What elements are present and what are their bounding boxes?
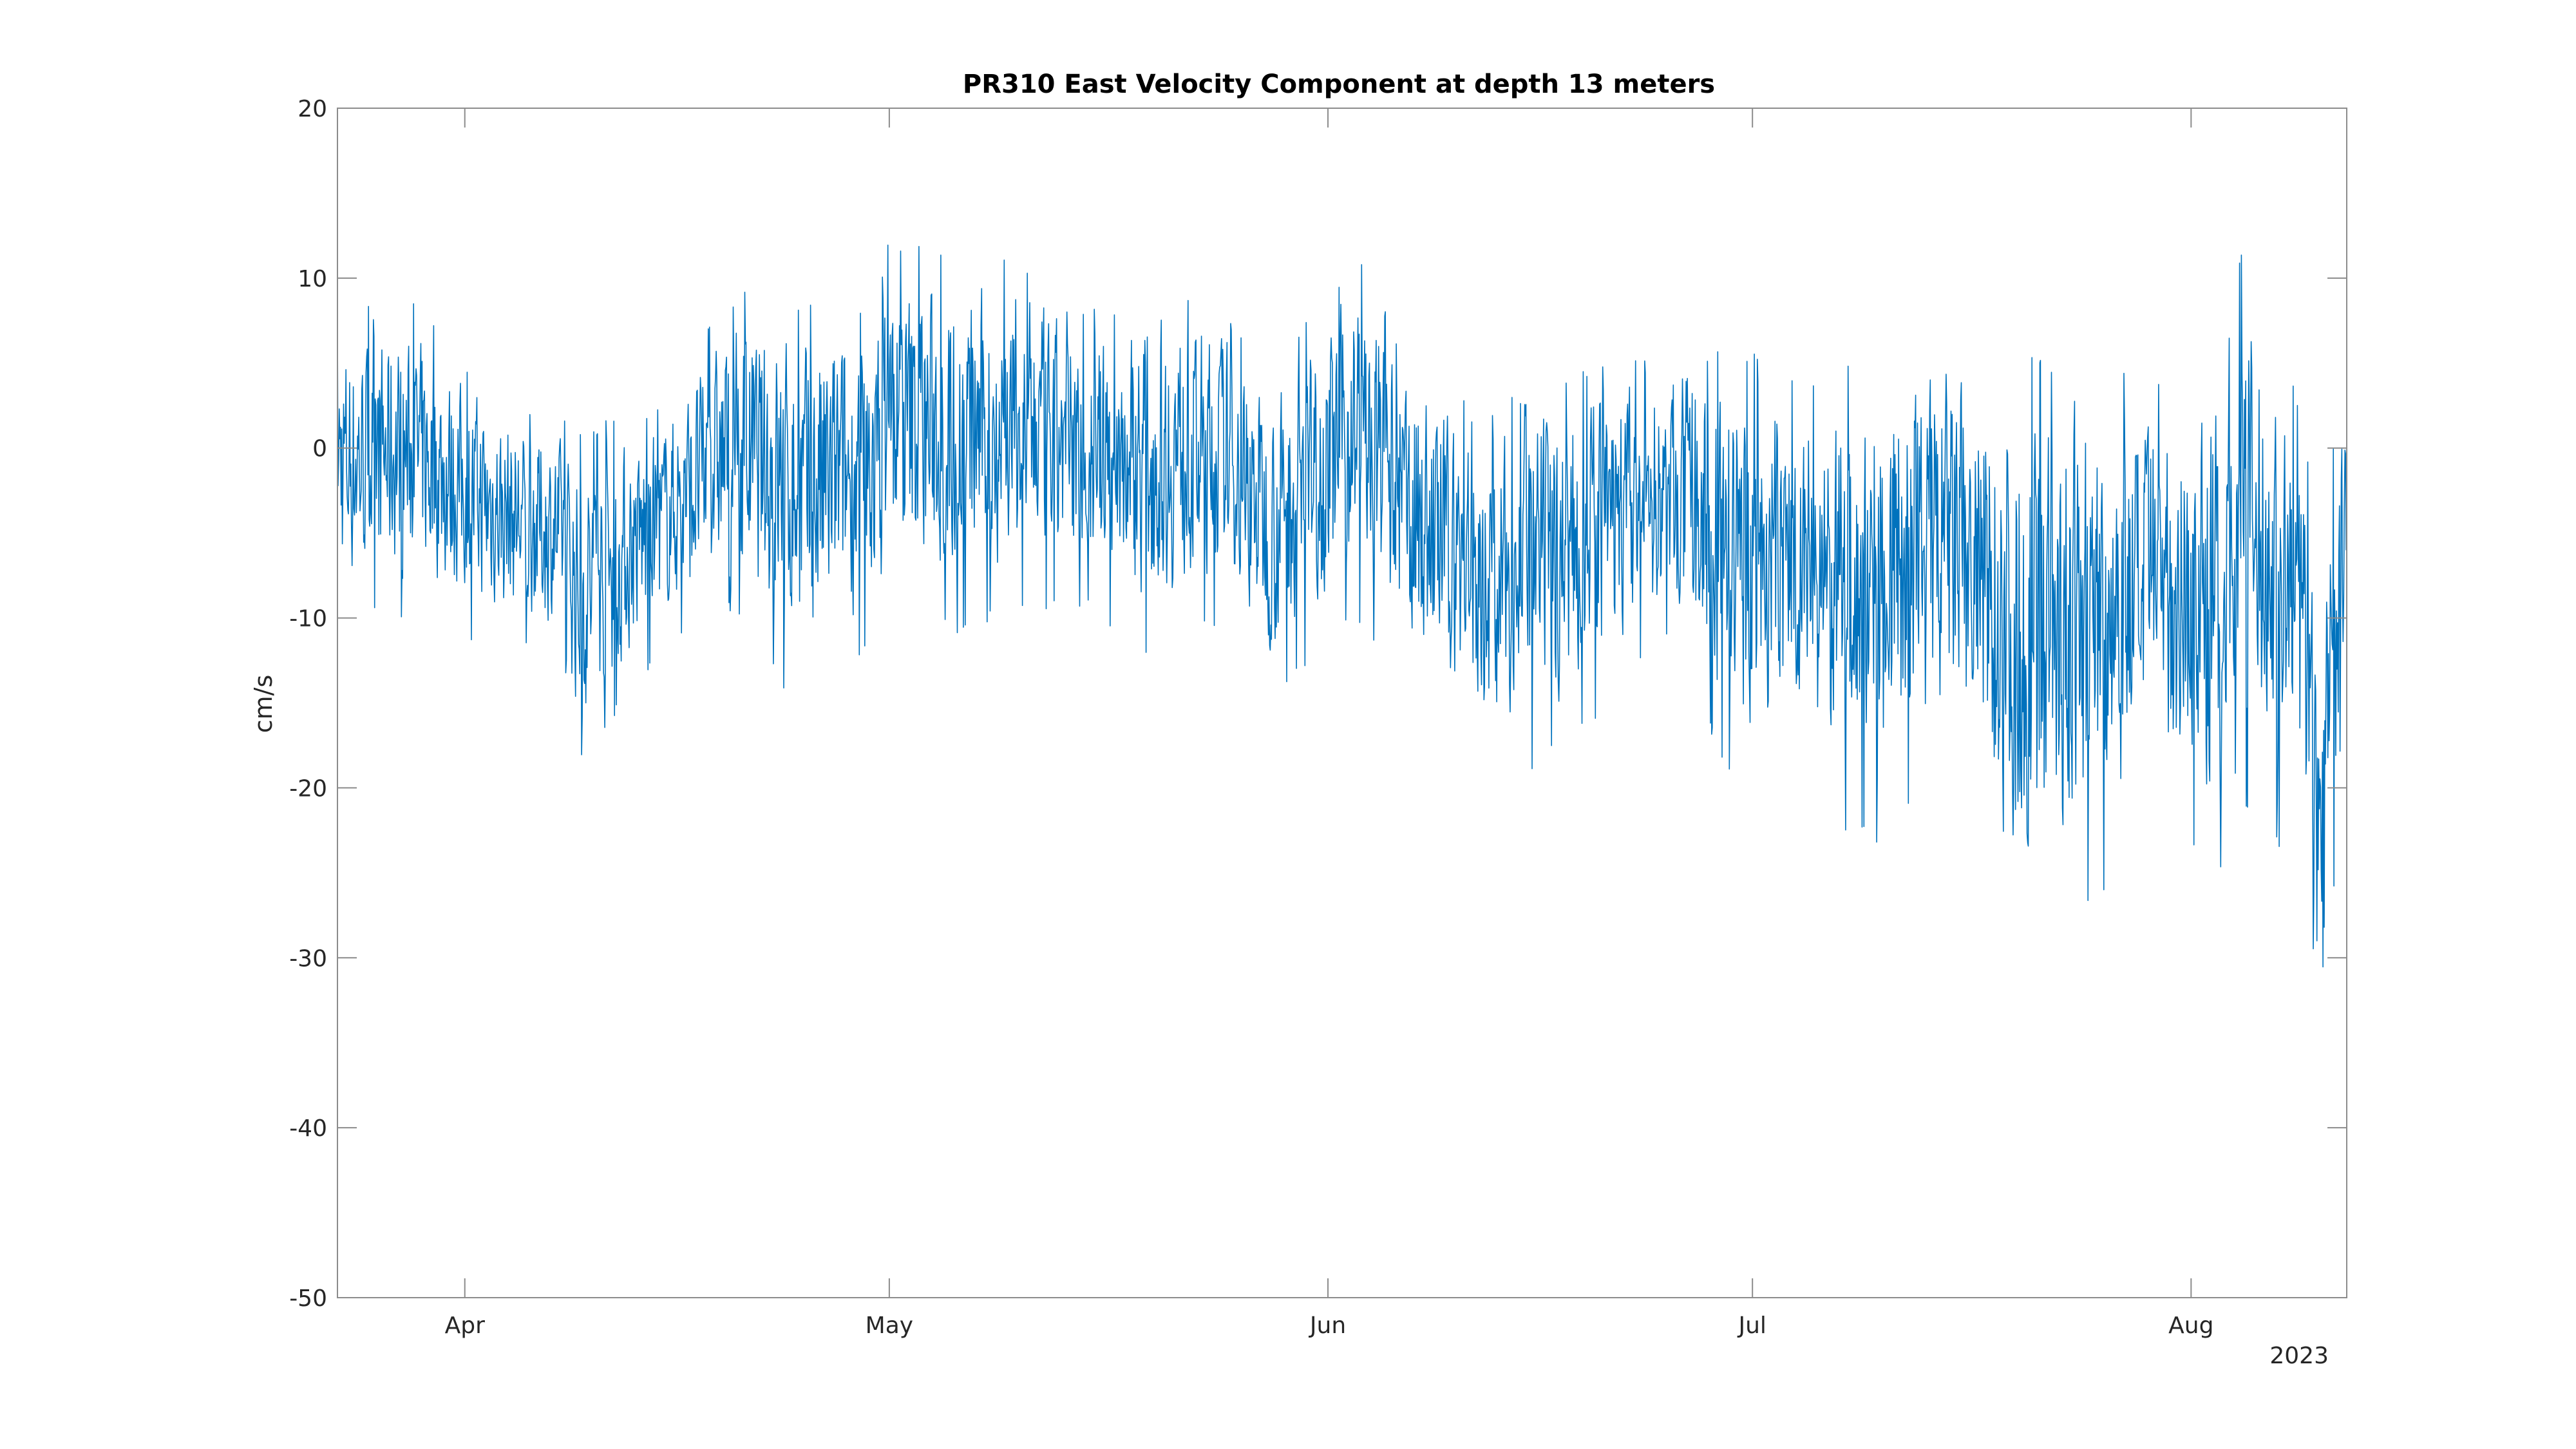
series-layer: [337, 244, 2347, 968]
x-tick-label: Aug: [2168, 1312, 2213, 1339]
axis-layer: 20 10 0 -10 -20 -30 -40 -50 Apr May Jun Jul Aug: [289, 96, 2347, 1339]
chart-title: PR310 East Velocity Component at depth 1…: [963, 70, 1715, 99]
y-tick-label: -30: [289, 945, 327, 972]
y-tick-label: -20: [289, 775, 327, 802]
x-tick-label: Apr: [445, 1312, 485, 1339]
y-tick-label: -50: [289, 1285, 327, 1312]
y-tick-label: 10: [298, 266, 327, 292]
x-tick-label: Jul: [1737, 1312, 1766, 1339]
y-tick-label: -40: [289, 1115, 327, 1142]
x-axis-year-label: 2023: [2269, 1343, 2329, 1369]
plot-frame: [337, 108, 2347, 1298]
series-line: [337, 244, 2347, 968]
y-tick-label: 20: [298, 96, 327, 122]
y-axis-label: cm/s: [249, 675, 278, 734]
x-tick-label: Jun: [1309, 1312, 1346, 1339]
y-tick-label: -10: [289, 606, 327, 632]
y-tick-label: 0: [312, 436, 327, 462]
x-tick-label: May: [866, 1312, 913, 1339]
